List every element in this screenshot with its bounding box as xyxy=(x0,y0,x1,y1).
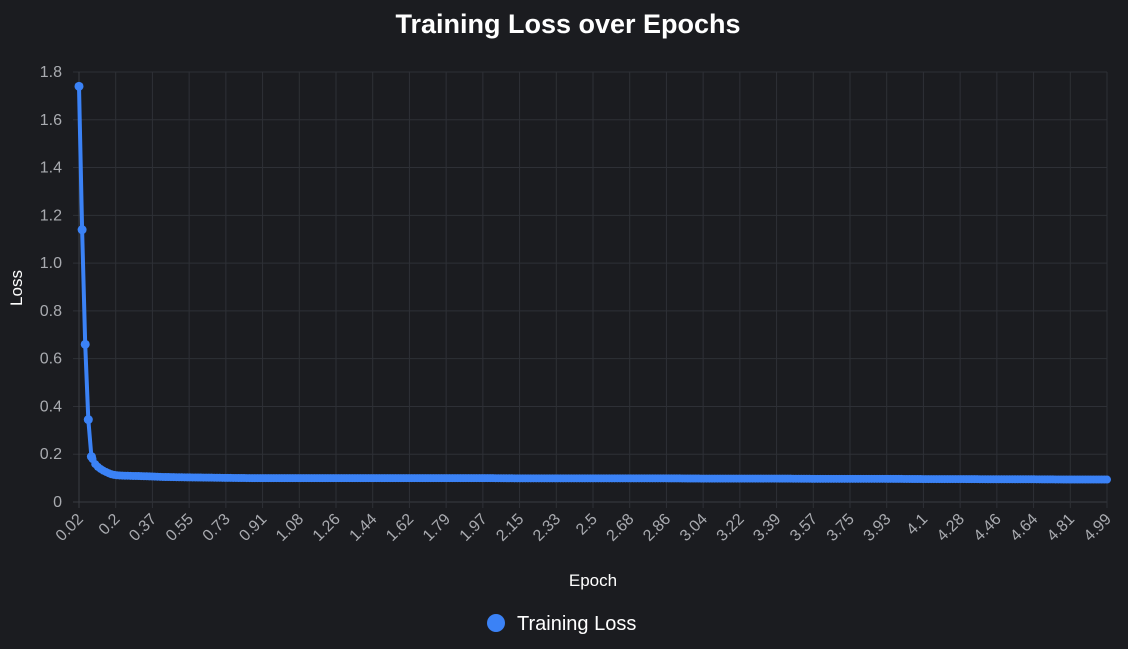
x-tick-label: 1.62 xyxy=(383,511,417,545)
data-point[interactable] xyxy=(74,81,84,91)
x-tick-label: 2.86 xyxy=(640,511,674,545)
y-tick-label: 1.4 xyxy=(40,160,62,177)
x-tick-label: 2.5 xyxy=(573,511,601,539)
x-tick-label: 2.68 xyxy=(604,511,638,545)
chart-title: Training Loss over Epochs xyxy=(395,9,740,39)
x-tick-label: 3.75 xyxy=(824,511,858,545)
x-tick-label: 2.33 xyxy=(530,511,564,545)
y-tick-label: 0 xyxy=(53,494,62,511)
x-tick-label: 3.93 xyxy=(861,511,895,545)
x-axis-title: Epoch xyxy=(569,571,617,590)
y-tick-label: 1.2 xyxy=(40,207,62,224)
x-tick-label: 2.15 xyxy=(493,511,527,545)
x-tick-label: 4.1 xyxy=(904,511,932,539)
legend-swatch xyxy=(487,614,505,632)
axes: 00.20.40.60.81.01.21.41.61.80.02 0.2 0.37 0… xyxy=(40,64,1115,545)
x-tick-label: 4.81 xyxy=(1044,511,1078,545)
x-tick-label: 1.97 xyxy=(457,511,491,545)
series-layer xyxy=(74,81,1111,484)
x-tick-label: 4.64 xyxy=(1007,511,1041,545)
x-tick-label: 0.2 xyxy=(96,511,124,539)
x-tick-label: 1.26 xyxy=(310,511,344,545)
data-point[interactable] xyxy=(77,225,87,235)
y-tick-label: 1.8 xyxy=(40,64,62,81)
x-tick-label: 0.02 xyxy=(53,511,87,545)
x-tick-label: 4.46 xyxy=(971,511,1005,545)
x-tick-label: 1.44 xyxy=(347,511,381,545)
x-tick-label: 0.73 xyxy=(200,511,234,545)
x-tick-label: 0.37 xyxy=(126,511,160,545)
y-tick-label: 0.2 xyxy=(40,446,62,463)
x-tick-label: 1.79 xyxy=(420,511,454,545)
data-point[interactable] xyxy=(80,339,90,349)
y-tick-label: 1.6 xyxy=(40,112,62,129)
y-tick-label: 0.4 xyxy=(40,398,62,415)
y-tick-label: 0.8 xyxy=(40,303,62,320)
y-axis-title: Loss xyxy=(7,270,26,306)
x-tick-label: 3.22 xyxy=(714,511,748,545)
x-tick-label: 1.08 xyxy=(273,511,307,545)
x-tick-label: 3.39 xyxy=(750,511,784,545)
legend-label-training-loss: Training Loss xyxy=(517,613,636,635)
grid xyxy=(73,71,1108,508)
y-tick-label: 1.0 xyxy=(40,255,62,272)
y-tick-label: 0.6 xyxy=(40,351,62,368)
legend[interactable]: Training Loss xyxy=(487,613,636,635)
data-point[interactable] xyxy=(1103,475,1111,484)
data-point[interactable] xyxy=(86,452,96,462)
x-tick-label: 4.28 xyxy=(934,511,968,545)
x-tick-label: 3.57 xyxy=(787,511,821,545)
x-tick-label: 0.91 xyxy=(236,511,270,545)
x-tick-label: 4.99 xyxy=(1081,511,1115,545)
x-tick-label: 0.55 xyxy=(163,511,197,545)
x-tick-label: 3.04 xyxy=(677,511,711,545)
data-point[interactable] xyxy=(83,415,93,425)
